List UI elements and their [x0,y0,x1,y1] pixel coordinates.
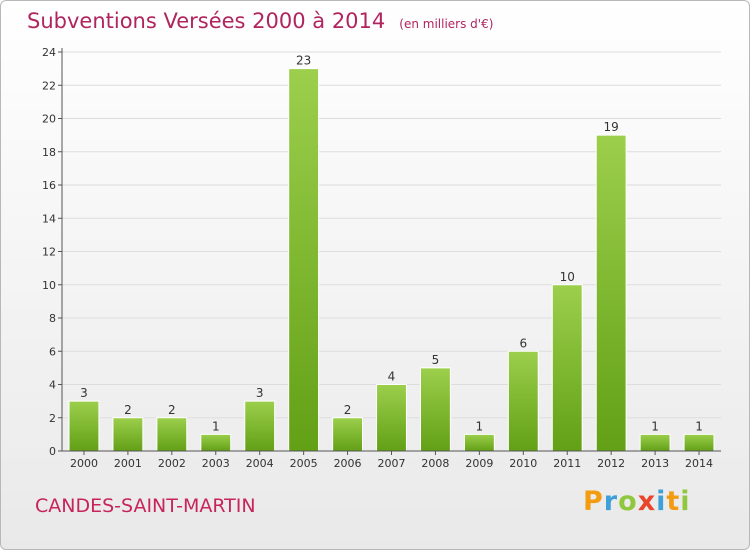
x-tick-label-2001: 2001 [114,457,142,470]
logo-letter: t [666,486,681,517]
y-tick-label: 2 [49,412,56,425]
data-label-2006: 2 [344,403,352,417]
bar-2013 [639,433,671,452]
y-tick-label: 16 [42,179,56,192]
y-tick-label: 24 [42,46,56,59]
x-tick-label-2003: 2003 [202,457,230,470]
bar-2001 [112,417,144,452]
y-tick-label: 10 [42,279,56,292]
y-tick-label: 6 [49,345,56,358]
x-tick-label-2009: 2009 [465,457,493,470]
y-tick-label: 22 [42,79,56,92]
bar-2002 [156,417,188,452]
bar-2014 [683,433,715,452]
logo-letter: i [680,486,691,517]
data-label-2005: 23 [296,54,311,68]
data-label-2003: 1 [212,419,220,433]
bar-2005 [288,68,320,452]
labels: 0246810121416182022243200022001220021200… [42,46,713,470]
data-label-2007: 4 [388,370,396,384]
commune-name: CANDES-SAINT-MARTIN [35,495,256,517]
data-label-2001: 2 [124,403,132,417]
y-tick-label: 14 [42,212,56,225]
data-label-2012: 19 [604,120,619,134]
chart-subtitle: (en milliers d'€) [399,17,494,31]
bars [68,68,715,452]
x-tick-label-2007: 2007 [378,457,406,470]
bar-2010 [507,350,539,452]
bar-2011 [551,284,583,452]
bar-2007 [376,384,407,452]
logo-letter: P [583,486,604,517]
x-tick-label-2006: 2006 [334,457,362,470]
bar-2006 [332,417,364,452]
data-label-2013: 1 [651,419,659,433]
data-label-2010: 6 [519,336,527,350]
x-tick-label-2005: 2005 [290,457,318,470]
bar-2000 [68,400,100,452]
bar-2003 [200,433,232,452]
x-tick-label-2010: 2010 [509,457,537,470]
x-tick-label-2000: 2000 [70,457,98,470]
proxiti-logo: Proxiti [583,486,691,517]
x-tick-label-2008: 2008 [421,457,449,470]
x-tick-label-2004: 2004 [246,457,274,470]
data-label-2014: 1 [695,419,703,433]
bar-2012 [595,134,627,452]
bar-2009 [463,433,495,452]
data-label-2004: 3 [256,386,264,400]
data-label-2008: 5 [432,353,440,367]
data-label-2000: 3 [80,386,88,400]
y-tick-label: 0 [49,445,56,458]
y-tick-label: 4 [49,379,56,392]
axes [58,48,721,455]
y-tick-label: 12 [42,246,56,259]
logo-letter: x [637,486,657,517]
data-label-2009: 1 [476,419,484,433]
bar-2008 [419,367,451,452]
x-tick-label-2002: 2002 [158,457,186,470]
x-tick-label-2013: 2013 [641,457,669,470]
chart-title-text: Subventions Versées 2000 à 2014 [27,9,386,33]
x-tick-label-2012: 2012 [597,457,625,470]
logo-letter: i [656,486,667,517]
y-tick-label: 8 [49,312,56,325]
x-tick-label-2011: 2011 [553,457,581,470]
data-label-2011: 10 [560,270,575,284]
y-tick-label: 18 [42,146,56,159]
x-tick-label-2014: 2014 [685,457,713,470]
data-label-2002: 2 [168,403,176,417]
logo-letter: r [603,486,619,517]
chart-title: Subventions Versées 2000 à 2014 (en milli… [27,9,493,33]
y-tick-label: 20 [42,113,56,126]
bar-2004 [244,400,276,452]
logo-letter: o [618,486,638,517]
